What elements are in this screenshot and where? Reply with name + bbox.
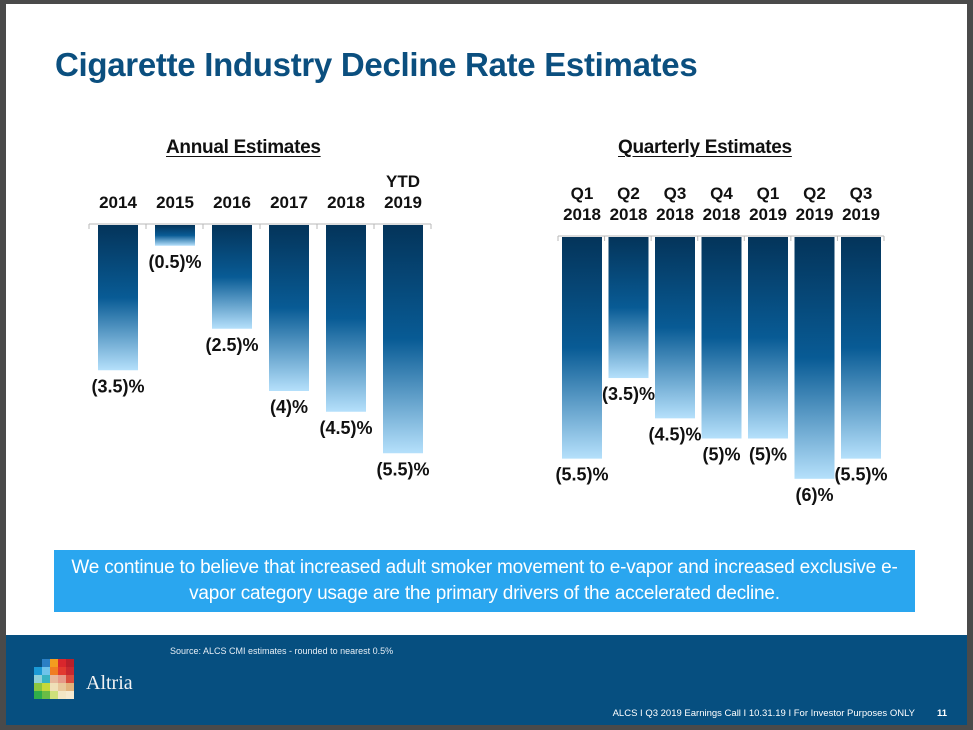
logo-tile — [34, 691, 43, 699]
category-label: Q4 — [710, 184, 733, 203]
logo-tile — [42, 667, 51, 676]
logo-tile — [58, 691, 67, 699]
logo-tile — [50, 683, 59, 692]
logo-tile — [58, 683, 67, 692]
category-label: 2019 — [384, 193, 422, 212]
category-label: 2018 — [610, 205, 648, 224]
category-label: 2018 — [327, 193, 365, 212]
bar — [383, 225, 423, 454]
data-label: (3.5)% — [602, 384, 655, 404]
slide-title: Cigarette Industry Decline Rate Estimate… — [55, 46, 698, 83]
category-label: 2018 — [563, 205, 601, 224]
logo-tile — [58, 667, 67, 676]
data-label: (4)% — [270, 397, 308, 417]
logo-tile — [50, 675, 59, 684]
data-label: (0.5)% — [148, 252, 201, 272]
category-label: 2017 — [270, 193, 308, 212]
bar — [701, 237, 742, 439]
callout-box: We continue to believe that increased ad… — [54, 550, 915, 612]
bar — [212, 225, 252, 329]
logo-tile — [58, 675, 67, 684]
category-label: Q1 — [571, 184, 594, 203]
logo-tile — [42, 691, 51, 699]
logo-tile — [66, 683, 74, 692]
page-number: 11 — [936, 708, 947, 719]
data-label: (2.5)% — [205, 335, 258, 355]
bar — [794, 237, 835, 479]
bar — [841, 237, 881, 459]
bar — [269, 225, 309, 391]
bar — [608, 237, 649, 379]
logo-tile — [42, 659, 51, 668]
logo-tile — [50, 659, 59, 668]
category-label: Q3 — [850, 184, 873, 203]
category-label: 2018 — [703, 205, 741, 224]
category-label: Q2 — [803, 184, 826, 203]
bar — [748, 237, 788, 439]
callout-text: We continue to believe that increased ad… — [71, 557, 898, 604]
quarterly-chart-title: Quarterly Estimates — [618, 137, 792, 158]
bar — [98, 225, 138, 371]
logo-tile — [42, 675, 51, 684]
data-label: (5.5)% — [376, 459, 429, 479]
logo-tile — [58, 659, 67, 668]
annual-chart-title: Annual Estimates — [166, 137, 321, 158]
bar — [655, 237, 695, 419]
category-label: Q1 — [757, 184, 780, 203]
altria-logo-icon — [34, 659, 74, 699]
data-label: (5.5)% — [555, 465, 608, 485]
category-label: 2018 — [656, 205, 694, 224]
brand-name: Altria — [86, 672, 133, 694]
category-label: 2019 — [749, 205, 787, 224]
category-label: 2015 — [156, 193, 194, 212]
bar — [326, 225, 366, 412]
data-label: (5.5)% — [834, 465, 887, 485]
logo-tile — [66, 675, 74, 684]
logo-tile — [34, 683, 43, 692]
data-label: (5)% — [702, 445, 740, 465]
charts-canvas: (3.5)% 2014 (0.5)% 2015 (2.5)% 2016 (4)% 2017 (4… — [88, 172, 888, 505]
logo-tile — [34, 675, 43, 684]
quarterly-chart: (5.5)% Q1 2018 (3.5)% Q2 2018 (4.5)% Q3 2018 (5)%… — [555, 184, 887, 505]
category-label: Q2 — [617, 184, 640, 203]
logo-tile — [66, 691, 74, 699]
source-note: Source: ALCS CMI estimates - rounded to … — [170, 646, 394, 656]
category-label: 2019 — [796, 205, 834, 224]
logo-tile — [34, 667, 43, 676]
category-label: Q3 — [664, 184, 687, 203]
data-label: (4.5)% — [319, 418, 372, 438]
category-label: YTD — [386, 172, 420, 191]
logo-tile — [66, 659, 74, 668]
data-label: (6)% — [795, 485, 833, 505]
logo-tile — [42, 683, 51, 692]
logo-tile — [50, 691, 59, 699]
bar — [562, 237, 602, 459]
slide: Cigarette Industry Decline Rate Estimate… — [6, 4, 967, 725]
category-label: 2016 — [213, 193, 251, 212]
data-label: (3.5)% — [91, 376, 144, 396]
annual-chart: (3.5)% 2014 (0.5)% 2015 (2.5)% 2016 (4)% 2017 (4… — [88, 172, 432, 479]
data-label: (5)% — [749, 445, 787, 465]
category-label: 2014 — [99, 193, 137, 212]
bar — [155, 225, 195, 246]
logo-tile — [66, 667, 74, 676]
footnote: ALCS I Q3 2019 Earnings Call I 10.31.19 … — [612, 708, 915, 719]
footer: Source: ALCS CMI estimates - rounded to … — [6, 635, 967, 725]
logo-tile — [50, 667, 59, 676]
data-label: (4.5)% — [648, 424, 701, 444]
category-label: 2019 — [842, 205, 880, 224]
